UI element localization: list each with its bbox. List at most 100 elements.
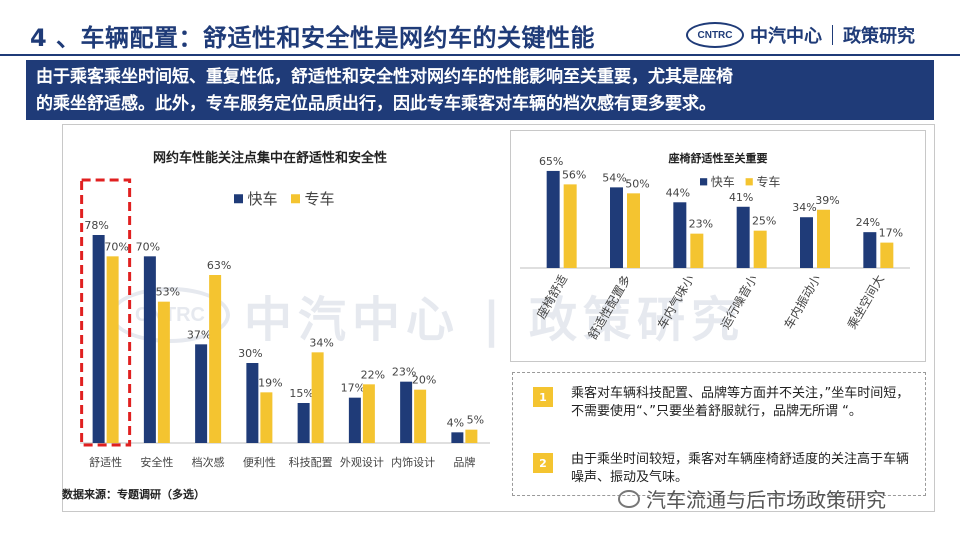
brand-dept: 政策研究	[843, 26, 915, 47]
bar-kuaiche	[92, 235, 105, 443]
data-label: 17%	[879, 227, 903, 240]
data-label: 34%	[792, 201, 816, 214]
bar-kuaiche	[800, 217, 813, 268]
data-label: 39%	[815, 194, 839, 207]
note-number-badge: 1	[533, 387, 553, 407]
bar-kuaiche	[451, 432, 464, 443]
data-label: 56%	[562, 168, 586, 181]
summary-banner: 由于乘客乘坐时间短、重复性低，舒适性和安全性对网约车的性能影响至关重要，尤其是座…	[26, 60, 934, 120]
category-label: 乘坐空间大	[845, 273, 887, 332]
bar-zhuanche	[260, 392, 273, 443]
category-label: 内饰设计	[391, 455, 435, 469]
bar-zhuanche	[563, 184, 577, 268]
data-label: 30%	[238, 347, 262, 360]
note-item: 1 乘客对车辆科技配置、品牌等方面并不关注，”坐车时间短，不需要使用“、”只要坐…	[533, 385, 911, 421]
data-label: 15%	[289, 387, 313, 400]
summary-line-2: 的乘坐舒适感。此外，专车服务定位品质出行，因此专车乘客对车辆的档次感有更多要求。	[36, 94, 716, 114]
bar-kuaiche	[546, 170, 560, 268]
data-label: 50%	[625, 177, 649, 190]
bar-kuaiche	[610, 187, 623, 268]
bar-kuaiche	[143, 256, 156, 443]
bar-kuaiche	[348, 397, 361, 443]
data-source: 数据来源：专题调研（多选）	[62, 488, 205, 501]
bar-zhuanche	[106, 256, 119, 443]
category-label: 车内气味小	[654, 272, 697, 331]
legend-label: 专车	[756, 174, 780, 189]
header-rule	[0, 54, 960, 56]
note-item: 2 由于乘坐时间较短，乘客对车辆座椅舒适度的关注高于车辆噪声、振动及气味。	[533, 451, 911, 487]
data-label: 5%	[467, 414, 484, 427]
legend-swatch	[291, 194, 300, 204]
chart-title: 网约车性能关注点集中在舒适性和安全性	[153, 150, 387, 166]
data-label: 20%	[412, 374, 436, 387]
note-text: 由于乘坐时间较短，乘客对车辆座椅舒适度的关注高于车辆噪声、振动及气味。	[571, 452, 910, 485]
bar-zhuanche	[753, 230, 767, 268]
bar-zhuanche	[209, 275, 222, 443]
bar-zhuanche	[414, 389, 427, 443]
category-label: 科技配置	[289, 455, 333, 469]
data-label: 37%	[187, 328, 211, 341]
data-label: 24%	[856, 216, 880, 229]
legend-label: 快车	[711, 174, 735, 189]
brand-org: 中汽中心	[750, 26, 822, 47]
footer-account: 汽车流通与后市场政策研究	[646, 488, 886, 512]
legend-label: 专车	[305, 190, 335, 208]
legend-swatch	[745, 178, 753, 186]
category-label: 安全性	[140, 455, 173, 469]
highlight-box	[80, 178, 132, 447]
note-text: 乘客对车辆科技配置、品牌等方面并不关注，”坐车时间短，不需要使用“、”只要坐着舒…	[571, 386, 910, 419]
main-panel	[62, 124, 935, 512]
seat-chart-frame	[510, 130, 926, 362]
notes-box: 1 乘客对车辆科技配置、品牌等方面并不关注，”坐车时间短，不需要使用“、”只要坐…	[512, 372, 926, 496]
brand-badge: CNTRC	[686, 22, 744, 48]
category-label: 车内振动小	[781, 272, 824, 331]
bar-zhuanche	[627, 193, 640, 268]
bar-zhuanche	[311, 352, 324, 443]
brand-divider	[832, 25, 833, 45]
category-label: 外观设计	[340, 456, 384, 469]
bar-zhuanche	[880, 242, 894, 268]
footer-watermark: 汽车流通与后市场政策研究	[618, 484, 886, 513]
bar-kuaiche	[736, 206, 750, 268]
data-label: 34%	[309, 336, 333, 349]
category-label: 档次感	[192, 455, 225, 469]
category-label: 运行噪音小	[717, 272, 760, 331]
note-number-badge: 2	[533, 453, 553, 473]
data-label: 54%	[602, 171, 626, 184]
category-label: 舒适性	[89, 455, 122, 469]
bar-kuaiche	[246, 363, 259, 443]
bar-zhuanche	[690, 233, 704, 268]
data-label: 78%	[84, 219, 108, 232]
data-label: 70%	[104, 240, 128, 253]
page-title: 4 、车辆配置：舒适性和安全性是网约车的关键性能	[30, 24, 596, 52]
summary-line-1: 由于乘客乘坐时间短、重复性低，舒适性和安全性对网约车的性能影响至关重要，尤其是座…	[36, 67, 733, 87]
data-label: 70%	[136, 240, 160, 253]
data-label: 25%	[752, 215, 776, 228]
wechat-icon	[618, 489, 640, 508]
category-label: 便利性	[243, 455, 276, 469]
data-label: 4%	[447, 416, 464, 429]
bar-kuaiche	[673, 202, 687, 268]
category-label: 舒适性配置多	[585, 273, 633, 342]
bar-kuaiche	[297, 403, 310, 443]
bar-zhuanche	[817, 209, 830, 268]
data-label: 41%	[729, 191, 753, 204]
bar-zhuanche	[362, 384, 375, 443]
legend-swatch	[700, 178, 708, 186]
legend-label: 快车	[248, 190, 278, 208]
data-label: 63%	[207, 259, 231, 272]
legend-swatch	[234, 194, 243, 204]
data-label: 22%	[361, 368, 385, 381]
data-label: 53%	[156, 286, 180, 299]
bar-kuaiche	[195, 344, 208, 443]
chart-title: 座椅舒适性至关重要	[668, 151, 768, 165]
bar-kuaiche	[400, 381, 413, 443]
data-label: 17%	[341, 382, 365, 395]
brand-logo: CNTRC 中汽中心 政策研究	[686, 22, 915, 48]
data-label: 23%	[689, 218, 713, 231]
data-label: 23%	[392, 366, 416, 379]
category-label: 座椅舒适	[533, 272, 570, 321]
bar-zhuanche	[465, 429, 478, 443]
data-label: 65%	[539, 155, 563, 168]
